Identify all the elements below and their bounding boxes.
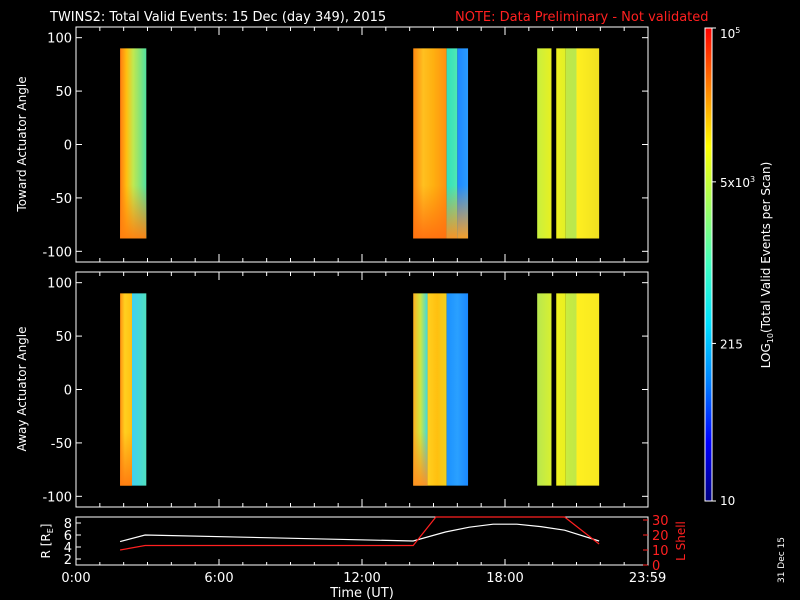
y-tick-label: 100 <box>47 277 72 292</box>
toward-y-axis-label: Toward Actuator Angle <box>15 76 29 212</box>
heatmap-block <box>556 293 566 486</box>
lshell-tick-label: 30 <box>652 514 669 529</box>
away-y-ticks: -100 -50 0 50 100 <box>42 277 648 505</box>
colorbar-tick-label: 5x103 <box>720 175 755 190</box>
y-tick-label: -100 <box>42 245 72 260</box>
y-tick-label: 50 <box>55 85 72 100</box>
heatmap-block <box>132 293 147 486</box>
y-tick-label: -50 <box>51 192 72 207</box>
toward-y-ticks: -100 -50 0 50 100 <box>42 32 648 260</box>
y-tick-label: 0 <box>64 384 72 399</box>
preliminary-note: NOTE: Data Preliminary - Not validated <box>455 10 709 25</box>
time-tick-label: 18:00 <box>486 571 523 586</box>
colorbar-gradient <box>704 27 713 502</box>
heatmap-block <box>565 293 577 486</box>
r-tick-label: 6 <box>64 529 72 544</box>
heatmap-block <box>576 48 600 239</box>
r-distance-line <box>119 523 600 543</box>
y-tick-label: 0 <box>64 139 72 154</box>
colorbar-label: LOG10(Total Valid Events per Scan) <box>759 162 775 369</box>
colorbar-tick-label: 105 <box>720 26 740 41</box>
orbit-lines <box>119 516 600 551</box>
r-tick-label: 2 <box>64 553 72 568</box>
r-tick-label: 8 <box>64 517 72 532</box>
heatmap-block-enhancement <box>413 185 447 239</box>
heatmap-block-enhancement <box>120 185 147 239</box>
heatmap-block <box>565 48 577 239</box>
lshell-tick-label: 0 <box>652 559 660 574</box>
heatmap-block <box>457 48 469 239</box>
time-tick-label: 0:00 <box>61 571 90 586</box>
away-heatmap-blocks <box>120 293 600 486</box>
date-stamp: 31 Dec 15 <box>777 537 787 583</box>
toward-x-ticks <box>75 27 649 262</box>
away-x-ticks <box>75 272 649 507</box>
heatmap-block <box>446 293 469 486</box>
heatmap-block <box>120 293 133 486</box>
orbit-panel-frame <box>75 516 649 566</box>
time-tick-label: 23:59 <box>629 571 666 586</box>
y-tick-label: -100 <box>42 490 72 505</box>
heatmap-block-enhancement <box>413 431 428 486</box>
colorbar-tick-label: 215 <box>720 337 743 351</box>
orbit-time-ticks: 0:00 6:00 12:00 18:00 23:59 <box>61 559 666 586</box>
time-tick-label: 12:00 <box>343 571 380 586</box>
toward-panel: -100 -50 0 50 100 Toward Actuator Angle <box>15 26 649 263</box>
time-tick-label: 6:00 <box>204 571 233 586</box>
toward-heatmap-blocks <box>120 48 600 239</box>
time-axis-label: Time (UT) <box>329 586 394 600</box>
y-tick-label: -50 <box>51 437 72 452</box>
lshell-tick-label: 20 <box>652 529 669 544</box>
colorbar-tick-label: 10 <box>720 494 735 508</box>
r-tick-label: 4 <box>64 541 72 556</box>
heatmap-block <box>427 293 447 486</box>
y-tick-label: 50 <box>55 330 72 345</box>
away-y-axis-label: Away Actuator Angle <box>15 326 29 451</box>
heatmap-block <box>537 48 552 239</box>
heatmap-block-enhancement <box>120 431 133 486</box>
figure-title: TWINS2: Total Valid Events: 15 Dec (day … <box>49 10 386 25</box>
heatmap-block <box>556 48 566 239</box>
heatmap-block <box>537 293 552 486</box>
away-panel: -100 -50 0 50 100 Away Actuator Angle <box>15 271 649 508</box>
colorbar-ticks: 105 5x103 215 10 <box>712 26 755 508</box>
lshell-line <box>119 516 600 551</box>
r-axis-label: R [RE] <box>39 524 55 559</box>
lshell-axis-label: L Shell <box>674 521 688 561</box>
heatmap-block-enhancement <box>446 185 458 239</box>
heatmap-block <box>576 293 600 486</box>
heatmap-block <box>446 48 458 239</box>
colorbar: 105 5x103 215 10 LOG10(Total Valid Events p… <box>704 26 775 508</box>
y-tick-label: 100 <box>47 32 72 47</box>
lshell-tick-label: 10 <box>652 544 669 559</box>
heatmap-block-enhancement <box>457 185 469 239</box>
